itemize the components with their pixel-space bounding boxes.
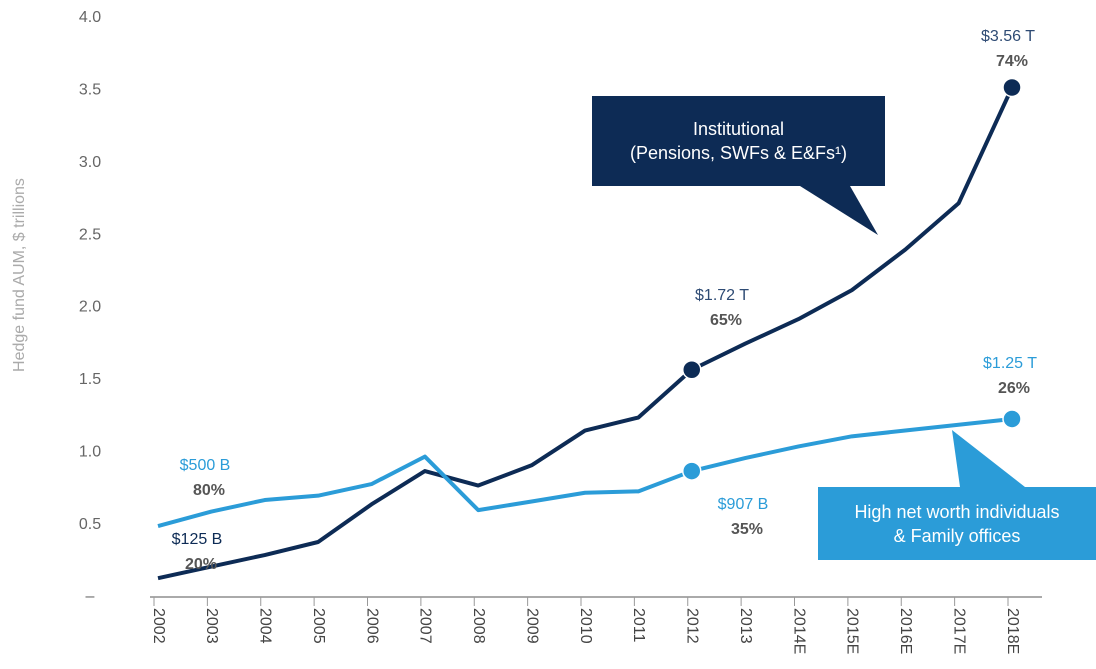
highlight-dot — [1002, 409, 1022, 429]
annotation-share: 26% — [998, 380, 1030, 397]
x-tick-label: 2010 — [577, 608, 594, 644]
x-tick-label: 2004 — [257, 608, 274, 644]
annotation-amount: $1.25 T — [983, 355, 1037, 372]
institutional-callout: Institutional (Pensions, SWFs & E&Fs¹) — [592, 96, 885, 186]
x-tick-label: 2014E — [790, 608, 807, 654]
y-tick-label: 1.5 — [79, 371, 101, 388]
annotation-amount: $907 B — [718, 496, 769, 513]
x-tick-label: 2018E — [1004, 608, 1021, 654]
highlight-dot — [682, 461, 702, 481]
y-tick-label: – — [86, 588, 95, 605]
highlight-dot — [682, 359, 702, 380]
y-tick-label: 2.5 — [79, 226, 101, 243]
y-tick-label: 2.0 — [79, 299, 101, 316]
series-line — [157, 416, 1013, 529]
callout-pointer — [800, 186, 878, 235]
annotation-share: 65% — [710, 312, 742, 329]
x-tick-label: 2016E — [897, 608, 914, 654]
annotation-share: 20% — [185, 556, 217, 573]
x-tick-label: 2009 — [523, 608, 540, 644]
y-tick-label: 0.5 — [79, 516, 101, 533]
annotation-share: 35% — [731, 521, 763, 538]
y-tick-label: 3.5 — [79, 82, 101, 99]
x-tick-label: 2011 — [630, 608, 647, 643]
x-tick-label: 2012 — [684, 608, 701, 644]
x-tick-label: 2013 — [737, 608, 754, 644]
callout-pointer — [952, 430, 1025, 487]
annotation-amount: $1.72 T — [695, 287, 749, 304]
annotation-amount: $3.56 T — [981, 28, 1035, 45]
x-tick-label: 2015E — [844, 608, 861, 654]
x-tick-label: 2008 — [470, 608, 487, 644]
x-tick-label: 2017E — [950, 608, 967, 654]
x-tick-label: 2005 — [310, 608, 327, 644]
hnw-callout: High net worth individuals & Family offi… — [818, 487, 1096, 560]
annotation-amount: $500 B — [180, 457, 231, 474]
y-tick-label: 4.0 — [79, 9, 101, 26]
highlight-dot — [1002, 77, 1022, 98]
series-line — [157, 86, 1014, 581]
x-tick-label: 2003 — [203, 608, 220, 644]
y-tick-label: 1.0 — [79, 443, 101, 460]
annotation-share: 80% — [193, 482, 225, 499]
x-tick-label: 2006 — [363, 608, 380, 644]
annotation-share: 74% — [996, 53, 1028, 70]
y-axis-label: Hedge fund AUM, $ trillions — [11, 178, 28, 372]
annotation-amount: $125 B — [172, 531, 223, 548]
x-tick-label: 2007 — [417, 608, 434, 644]
y-tick-label: 3.0 — [79, 154, 101, 171]
x-tick-label: 2002 — [150, 608, 167, 644]
